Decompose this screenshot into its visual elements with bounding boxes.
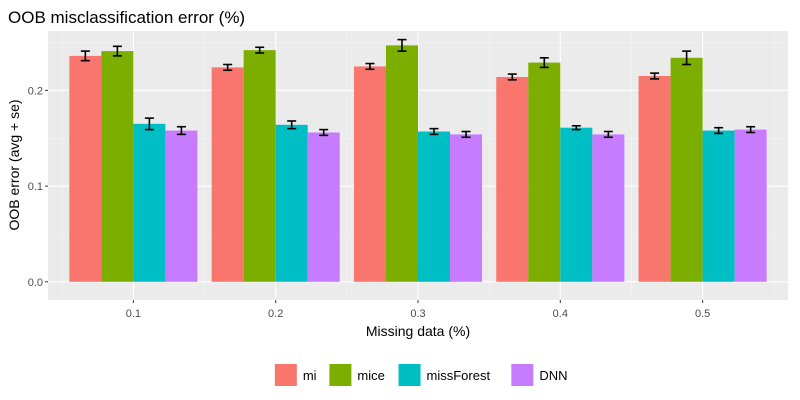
error-bar-missForest-0.5 [714, 126, 724, 135]
error-bar-mi-0.4 [507, 73, 517, 81]
legend-label-missForest: missForest [427, 368, 491, 383]
bars [69, 45, 767, 282]
error-bar-mi-0.3 [365, 62, 375, 71]
error-bar-mi-0.2 [223, 63, 233, 72]
error-bar-mice-0.5 [682, 50, 692, 66]
error-bars [80, 38, 756, 139]
error-bar-DNN-0.4 [603, 130, 613, 139]
bar-mice-0.4 [528, 62, 561, 282]
chart-title: OOB misclassification error (%) [8, 8, 245, 27]
error-bar-DNN-0.2 [319, 128, 329, 137]
bar-mice-0.3 [385, 45, 418, 282]
x-tick-label: 0.3 [410, 308, 425, 320]
bar-mi-0.5 [638, 75, 671, 282]
x-tick-label: 0.2 [268, 308, 283, 320]
bar-mi-0.2 [211, 67, 244, 282]
bar-DNN-0.4 [592, 134, 625, 282]
legend-item-missForest: missForest [398, 364, 491, 386]
error-bar-DNN-0.1 [176, 125, 186, 136]
x-tick-label: 0.1 [126, 308, 141, 320]
bar-mi-0.4 [496, 76, 529, 282]
error-bar-missForest-0.4 [571, 124, 581, 131]
bar-mice-0.2 [243, 50, 276, 282]
legend-key-mice [329, 364, 352, 386]
bar-mice-0.5 [670, 57, 703, 282]
y-tick-label: 0.2 [28, 85, 43, 97]
bar-missForest-0.1 [133, 123, 166, 282]
x-tick-label: 0.5 [695, 308, 710, 320]
legend-label-DNN: DNN [539, 368, 567, 383]
bar-missForest-0.5 [702, 130, 735, 282]
x-axis: 0.1 0.2 0.3 0.4 0.5 [126, 300, 710, 320]
error-bar-mice-0.1 [112, 45, 122, 57]
error-bar-mi-0.5 [650, 72, 660, 80]
legend-item-DNN: DNN [511, 364, 567, 386]
y-axis-title: OOB error (avg + se) [6, 99, 22, 230]
error-bar-mice-0.3 [397, 38, 407, 52]
bar-mi-0.3 [353, 66, 386, 282]
bar-missForest-0.3 [418, 131, 451, 282]
error-bar-DNN-0.5 [746, 125, 756, 134]
bar-DNN-0.5 [734, 129, 767, 282]
legend-key-DNN [511, 364, 534, 386]
y-axis: 0.0 0.1 0.2 [28, 85, 48, 289]
error-bar-DNN-0.3 [461, 130, 471, 139]
bar-DNN-0.3 [450, 134, 483, 282]
bar-DNN-0.2 [307, 132, 340, 282]
legend-item-mi: mi [274, 364, 317, 386]
y-tick-label: 0.0 [28, 277, 43, 289]
error-bar-missForest-0.1 [144, 117, 154, 131]
legend-key-missForest [398, 364, 421, 386]
bar-missForest-0.2 [275, 124, 308, 282]
error-bar-missForest-0.2 [287, 120, 297, 130]
x-tick-label: 0.4 [553, 308, 568, 320]
bar-mice-0.1 [101, 51, 134, 282]
error-bar-mi-0.1 [80, 50, 90, 62]
bar-mi-0.1 [69, 55, 102, 282]
legend-label-mice: mice [357, 368, 384, 383]
bar-DNN-0.1 [165, 130, 198, 282]
bar-missForest-0.4 [560, 127, 593, 282]
legend-label-mi: mi [303, 368, 317, 383]
legend-key-mi [274, 364, 297, 386]
error-bar-mice-0.4 [539, 57, 549, 69]
error-bar-missForest-0.3 [429, 127, 439, 136]
error-bar-mice-0.2 [255, 46, 265, 54]
x-axis-title: Missing data (%) [366, 323, 470, 339]
y-tick-label: 0.1 [28, 181, 43, 193]
legend-item-mice: mice [329, 364, 385, 386]
legend: mi mice missForest DNN [274, 364, 567, 386]
